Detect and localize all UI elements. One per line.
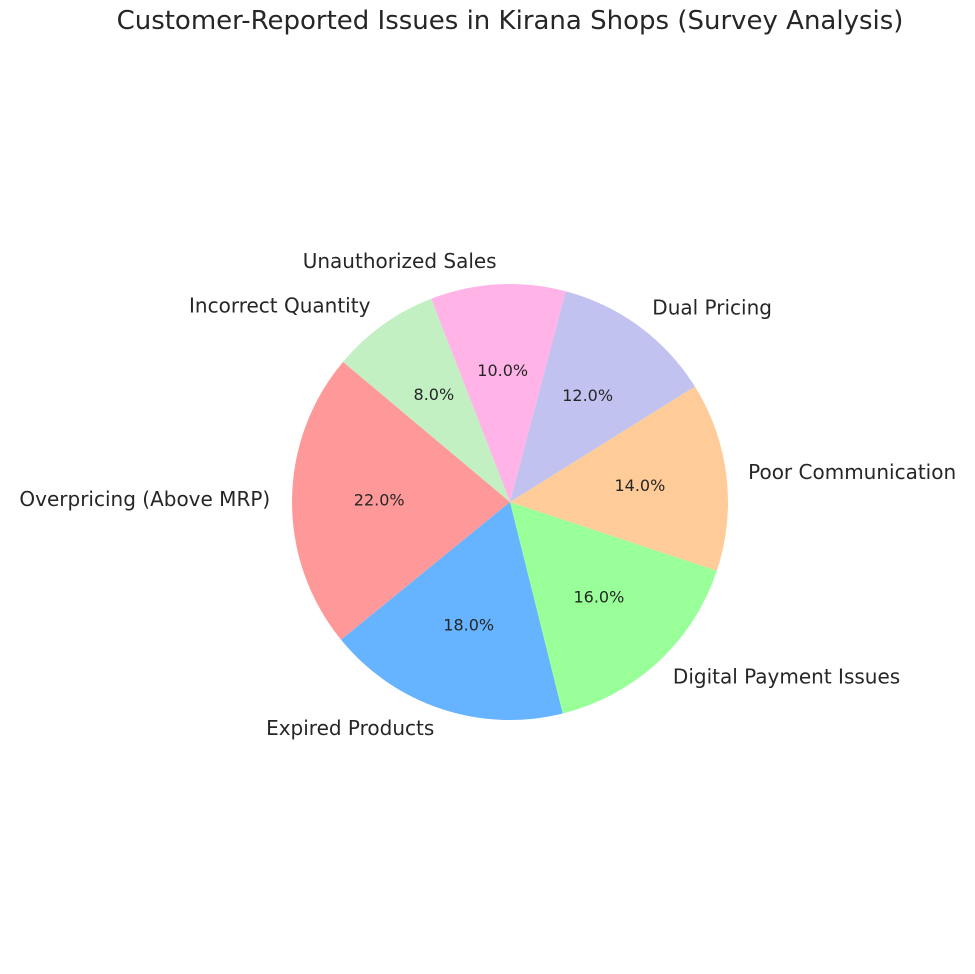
slice-percent-poor-communication: 14.0% (614, 476, 665, 495)
chart-title: Customer-Reported Issues in Kirana Shops… (116, 6, 904, 36)
slice-percent-dual-pricing: 12.0% (562, 386, 613, 405)
slice-label-unauthorized-sales: Unauthorized Sales (303, 249, 497, 273)
slice-label-expired-products: Expired Products (266, 716, 434, 740)
slice-label-digital-payment-issues: Digital Payment Issues (673, 664, 900, 688)
pie-slice-digital-payment-issues (510, 502, 717, 714)
pie-slice-unauthorized-sales (431, 283, 566, 502)
pie-slice-poor-communication (510, 386, 728, 571)
slice-percent-unauthorized-sales: 10.0% (477, 361, 528, 380)
pie-slice-expired-products (341, 502, 563, 720)
slice-label-overpricing-above-mrp: Overpricing (Above MRP) (19, 487, 270, 511)
pie-slice-incorrect-quantity (343, 298, 510, 502)
slice-percent-digital-payment-issues: 16.0% (573, 587, 624, 606)
slice-label-poor-communication: Poor Communication (748, 460, 956, 484)
slice-percent-expired-products: 18.0% (443, 616, 494, 635)
slice-percent-overpricing-above-mrp: 22.0% (354, 491, 405, 510)
pie-slice-dual-pricing (510, 291, 695, 502)
slice-percent-incorrect-quantity: 8.0% (414, 385, 455, 404)
pie-slice-overpricing-above-mrp (291, 361, 510, 640)
slice-label-dual-pricing: Dual Pricing (652, 295, 772, 319)
slice-label-incorrect-quantity: Incorrect Quantity (189, 294, 371, 318)
